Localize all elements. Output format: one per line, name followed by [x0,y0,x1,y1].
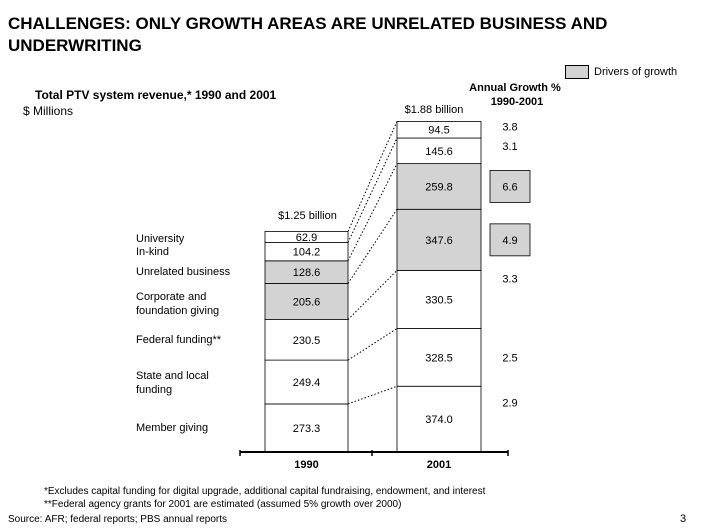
connector-line-2 [347,328,398,361]
data-label-2001-3: 347.6 [425,235,453,247]
page-number: 3 [680,513,687,525]
data-label-2001-2: 330.5 [425,294,453,306]
chart-title: Total PTV system revenue,* 1990 and 2001 [35,88,277,102]
growth-label-0: 2.9 [502,397,517,409]
bar-segment-2001-5 [396,137,482,165]
bar-segment-1990-2 [264,319,349,361]
data-label-2001-5: 145.6 [425,146,453,158]
growth-header: Annual Growth % 1990-2001 [455,81,575,109]
bar-segment-1990-6 [264,231,349,243]
bar-segment-2001-2 [396,269,482,329]
category-label-federal: Federal funding** [136,334,222,346]
data-label-1990-2: 230.5 [293,335,321,347]
footnote-1: *Excludes capital funding for digital up… [44,486,486,497]
category-label-inkind: In-kind [136,246,170,258]
growth-header-line2: 1990-2001 [490,96,544,108]
legend-label: Drivers of growth [594,66,678,78]
connector-line-4 [347,209,398,284]
growth-highlight-box-3 [489,223,531,257]
x-tick-label-2001: 2001 [427,459,451,471]
data-label-1990-3: 205.6 [293,297,321,309]
data-label-2001-1: 328.5 [425,352,453,364]
bar-total-label-2001: $1.88 billion [405,104,464,116]
growth-label-6: 3.8 [502,121,517,133]
category-label-university: University [136,233,185,245]
data-label-2001-6: 94.5 [428,125,449,137]
data-label-1990-4: 128.6 [293,267,321,279]
data-label-1990-5: 104.2 [293,247,321,259]
data-label-2001-0: 374.0 [425,414,453,426]
category-label-state-line1: State and local [136,370,209,382]
connector-line-3 [347,270,398,320]
bar-segment-2001-6 [396,121,482,139]
data-label-1990-1: 249.4 [293,377,321,389]
source-note: Source: AFR; federal reports; PBS annual… [8,514,227,525]
growth-label-1: 2.5 [502,352,517,364]
growth-highlight-box-4 [489,170,531,203]
slide-title: CHALLENGES: ONLY GROWTH AREAS ARE UNRELA… [8,14,608,55]
bar-segment-1990-3 [264,283,349,320]
connector-line-5 [347,163,398,262]
data-label-2001-4: 259.8 [425,181,453,193]
growth-label-5: 3.1 [502,141,517,153]
connector-line-7 [347,121,398,232]
category-label-state-line2: funding [136,384,173,396]
legend-swatch [565,65,589,79]
growth-label-4: 6.6 [502,181,517,193]
connector-line-1 [347,385,398,405]
x-tick-label-1990: 1990 [294,459,318,471]
connector-line-6 [347,137,398,243]
growth-label-2: 3.3 [502,273,517,285]
footnote-2: **Federal agency grants for 2001 are est… [44,499,402,510]
data-label-1990-6: 62.9 [296,232,317,244]
category-label-corporate-line2: foundation giving [136,305,220,317]
category-label-corporate-line1: Corporate and [136,291,207,303]
growth-label-3: 4.9 [502,235,517,247]
bar-segment-2001-3 [396,208,482,271]
chart-units: $ Millions [23,104,74,118]
bar-segment-2001-0 [396,385,482,453]
bar-total-label-1990: $1.25 billion [278,210,337,222]
bar-segment-2001-4 [396,163,482,210]
category-label-unrelated: Unrelated business [136,266,231,278]
data-label-1990-0: 273.3 [293,423,321,435]
category-label-member: Member giving [136,422,209,434]
bar-segment-2001-1 [396,328,482,387]
growth-header-line1: Annual Growth % [469,82,561,94]
